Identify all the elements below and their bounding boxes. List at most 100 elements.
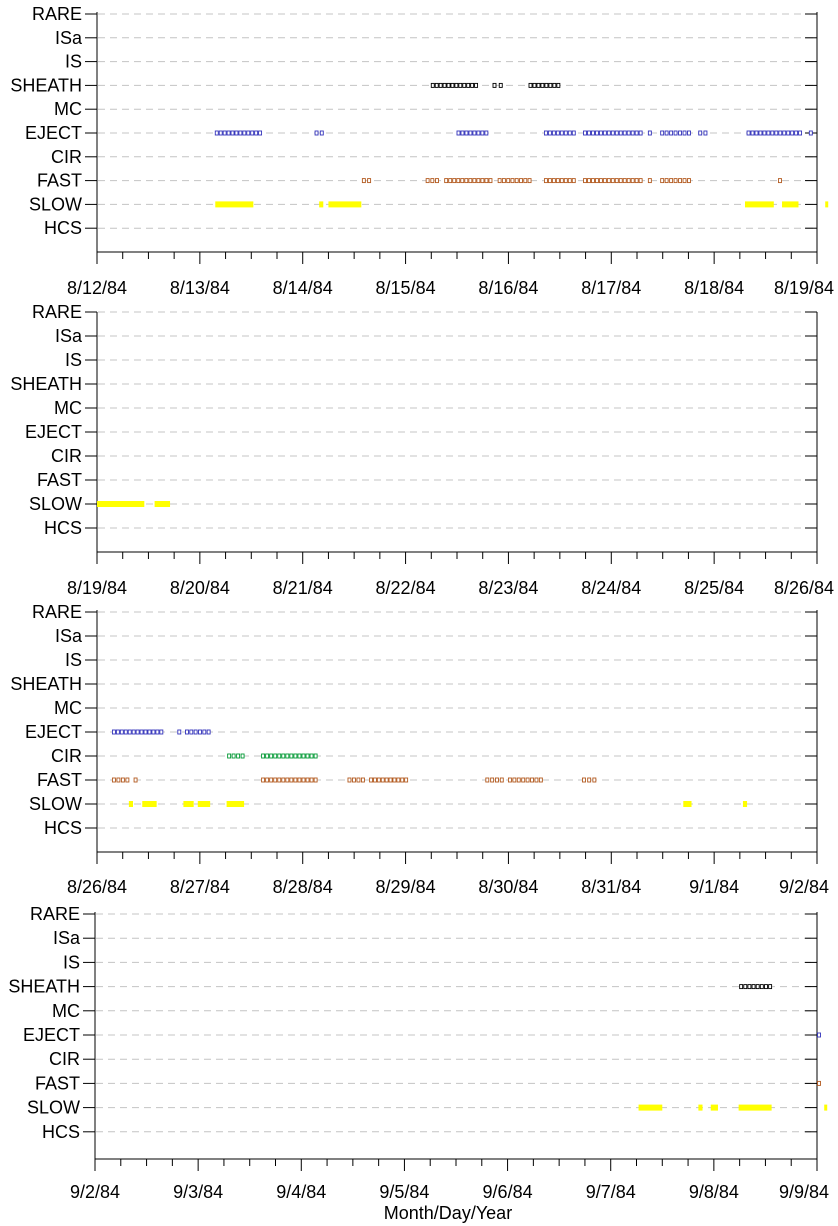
event-marker-eject <box>258 130 263 136</box>
event-marker-fast <box>448 178 453 184</box>
date-tick-label: 9/4/84 <box>276 1182 326 1202</box>
event-marker-fast <box>111 777 116 783</box>
event-marker-fast <box>301 777 306 783</box>
event-marker-fast <box>313 777 318 783</box>
event-segment-slow <box>738 1104 772 1111</box>
event-marker-sheath <box>768 984 773 990</box>
event-marker-fast <box>622 178 627 184</box>
event-marker-fast <box>309 777 314 783</box>
event-marker-eject <box>750 130 755 136</box>
event-marker-sheath <box>764 984 768 990</box>
event-marker-eject <box>254 130 259 136</box>
event-marker-eject <box>127 729 132 735</box>
event-marker-sheath <box>466 82 471 88</box>
event-marker-fast <box>499 777 504 783</box>
event-marker-fast <box>660 178 665 184</box>
event-marker-cir <box>309 753 314 759</box>
event-marker-fast <box>376 777 381 783</box>
event-marker-eject <box>456 130 461 136</box>
category-label-mc: MC <box>52 1001 80 1021</box>
event-marker-sheath <box>434 82 439 88</box>
event-segment-slow <box>183 801 194 807</box>
date-tick-label: 9/6/84 <box>483 1182 533 1202</box>
event-marker-sheath <box>430 82 435 88</box>
event-marker-fast <box>534 777 539 783</box>
event-marker-sheath <box>450 82 455 88</box>
event-marker-fast <box>392 777 397 783</box>
event-marker-sheath <box>544 82 549 88</box>
date-tick-label: 8/22/84 <box>376 578 436 598</box>
event-marker-eject <box>234 130 239 136</box>
event-marker-fast <box>400 777 405 783</box>
event-marker-eject <box>687 130 691 136</box>
event-marker-fast <box>630 178 635 184</box>
event-marker-eject <box>189 729 194 735</box>
event-marker-eject <box>206 729 211 735</box>
event-marker-eject <box>242 130 247 136</box>
event-marker-eject <box>147 729 152 735</box>
event-marker-fast <box>125 777 130 783</box>
event-marker-fast <box>265 777 270 783</box>
panel-4: RARE ISa IS SHEATH MC EJECT CIR FAST SLOW HCS 9/2/… <box>8 904 829 1202</box>
event-segment-slow <box>824 1104 828 1111</box>
event-marker-eject <box>131 729 136 735</box>
event-marker-fast <box>476 178 481 184</box>
event-marker-fast <box>563 178 568 184</box>
event-marker-cir <box>285 753 290 759</box>
event-marker-sheath <box>532 82 537 88</box>
event-marker-eject <box>606 130 611 136</box>
event-marker-eject <box>703 130 708 136</box>
event-marker-fast <box>555 178 560 184</box>
event-marker-fast <box>495 777 499 783</box>
date-tick-label: 8/15/84 <box>376 278 436 298</box>
event-marker-fast <box>293 777 298 783</box>
date-tick-label: 9/5/84 <box>379 1182 429 1202</box>
event-marker-cir <box>305 753 310 759</box>
event-marker-eject <box>230 130 235 136</box>
event-marker-eject <box>226 130 231 136</box>
event-marker-cir <box>265 753 270 759</box>
date-tick-label: 8/24/84 <box>581 578 641 598</box>
date-tick-label: 9/2/84 <box>70 1182 120 1202</box>
event-marker-eject <box>630 130 635 136</box>
event-marker-eject <box>754 130 759 136</box>
event-marker-eject <box>119 729 124 735</box>
event-marker-eject <box>246 130 251 136</box>
date-tick-label: 8/19/84 <box>774 278 834 298</box>
category-label-rare: RARE <box>32 602 82 622</box>
event-marker-fast <box>678 178 682 184</box>
category-label-slow: SLOW <box>29 494 82 514</box>
date-tick-label: 8/25/84 <box>684 578 744 598</box>
event-marker-eject <box>647 130 652 136</box>
event-marker-fast <box>634 178 639 184</box>
event-marker-fast <box>490 777 495 783</box>
date-tick-label: 8/13/84 <box>170 278 230 298</box>
date-tick-label: 9/2/84 <box>779 877 829 897</box>
event-marker-eject <box>614 130 619 136</box>
event-marker-cir <box>293 753 298 759</box>
event-marker-eject <box>547 130 552 136</box>
panel-1: RARE ISa IS SHEATH MC EJECT CIR FAST SLOW HCS 8/12… <box>10 4 834 298</box>
event-marker-eject <box>762 130 767 136</box>
date-tick-label: 8/31/84 <box>581 877 641 897</box>
event-marker-cir <box>281 753 286 759</box>
event-marker-fast <box>116 777 121 783</box>
date-tick-label: 9/7/84 <box>586 1182 636 1202</box>
event-marker-eject <box>610 130 615 136</box>
event-marker-eject <box>314 130 319 136</box>
date-tick-label: 8/27/84 <box>170 877 230 897</box>
event-marker-eject <box>794 130 799 136</box>
event-marker-cir <box>231 753 236 759</box>
event-marker-sheath <box>446 82 451 88</box>
event-marker-fast <box>543 178 548 184</box>
event-marker-eject <box>472 130 477 136</box>
category-label-rare: RARE <box>32 4 82 24</box>
category-label-hcs: HCS <box>44 818 82 838</box>
event-marker-fast <box>614 178 619 184</box>
event-marker-fast <box>527 178 532 184</box>
category-label-hcs: HCS <box>44 518 82 538</box>
event-marker-eject <box>758 130 763 136</box>
event-marker-fast <box>551 178 556 184</box>
event-marker-fast <box>512 777 517 783</box>
event-marker-sheath <box>747 984 752 990</box>
